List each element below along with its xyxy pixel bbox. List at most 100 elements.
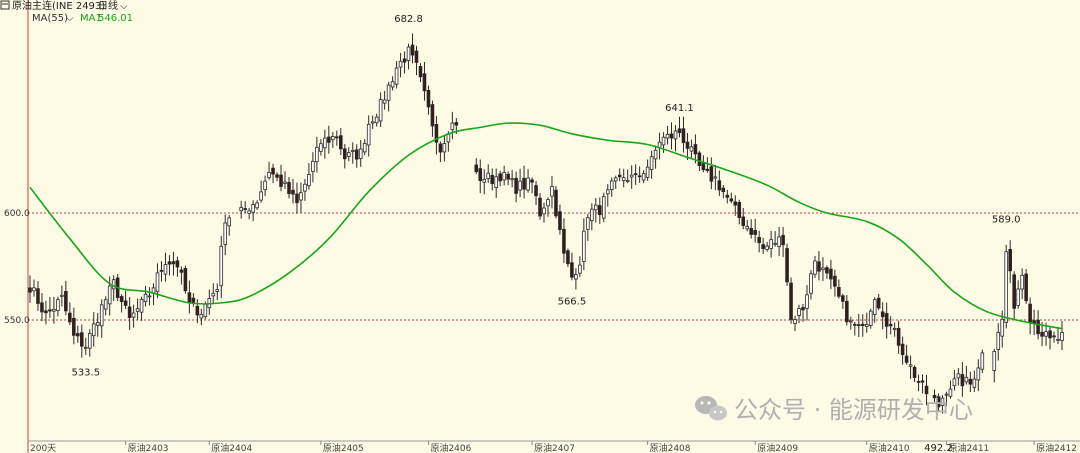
candle-down	[681, 128, 686, 144]
candle-up	[601, 196, 606, 219]
candle-up	[621, 177, 626, 181]
candle-down	[80, 332, 84, 347]
candle-down	[749, 228, 753, 235]
candle-down	[633, 173, 638, 176]
candle-up	[111, 279, 116, 290]
candle-up	[219, 245, 224, 287]
candle-down	[1048, 330, 1052, 339]
candle-up	[87, 332, 92, 349]
candle-up	[1056, 338, 1060, 341]
candle-up	[398, 60, 403, 68]
candle-down	[434, 124, 439, 143]
candle-down	[430, 104, 435, 127]
window-menu-icon[interactable]	[0, 0, 10, 10]
candle-down	[781, 234, 785, 246]
candle-down	[1052, 335, 1056, 338]
candle-down	[183, 268, 188, 292]
candle-up	[143, 293, 148, 303]
x-tick-label: 原油2404	[211, 442, 252, 453]
candle-down	[1008, 249, 1012, 272]
candle-down	[291, 189, 295, 195]
candle-up	[1044, 331, 1048, 337]
candle-up	[1000, 318, 1005, 337]
candle-up	[255, 202, 259, 209]
candle-down	[884, 313, 889, 327]
candle-down	[159, 269, 164, 272]
candle-down	[335, 136, 339, 139]
candle-up	[813, 260, 817, 275]
candle-down	[701, 163, 706, 171]
candle-down	[737, 201, 742, 218]
candle-down	[936, 396, 941, 408]
candle-up	[609, 180, 614, 190]
candle-up	[745, 226, 750, 230]
period-selector[interactable]: 日线	[98, 0, 118, 12]
x-tick-label: 原油2411	[948, 442, 989, 453]
candle-down	[498, 173, 502, 182]
candle-up	[406, 46, 411, 61]
candle-up	[948, 388, 953, 397]
candle-down	[960, 374, 965, 387]
candle-down	[478, 168, 483, 181]
candle-down	[187, 292, 192, 303]
candle-up	[526, 177, 530, 191]
candle-up	[980, 352, 985, 370]
candle-up	[378, 99, 383, 122]
x-tick-label: 原油2409	[757, 442, 798, 453]
candle-up	[765, 245, 769, 250]
candle-up	[239, 207, 243, 212]
candle-up	[370, 121, 375, 124]
ma-dropdown-icon[interactable]: ⌵	[66, 13, 74, 24]
candle-up	[442, 143, 447, 153]
candle-down	[562, 228, 566, 254]
candle-down	[856, 324, 861, 327]
candle-down	[733, 201, 738, 206]
candle-up	[578, 264, 582, 274]
candle-down	[741, 216, 746, 226]
period-dropdown-icon[interactable]: ⌵	[120, 1, 128, 12]
candle-down	[68, 312, 72, 323]
candle-up	[263, 180, 267, 191]
candle-up	[95, 322, 100, 326]
candle-down	[530, 179, 534, 183]
candle-up	[996, 331, 1001, 350]
candle-up	[689, 146, 694, 152]
candle-down	[597, 205, 602, 216]
candle-up	[131, 312, 136, 318]
candle-down	[438, 143, 443, 153]
candle-up	[940, 397, 945, 406]
candle-up	[331, 136, 335, 141]
candle-up	[625, 180, 630, 182]
x-tick-label: 原油2405	[323, 442, 364, 453]
candle-down	[566, 250, 570, 265]
candle-down	[876, 297, 881, 309]
candle-up	[91, 323, 96, 337]
candle-up	[976, 367, 981, 381]
candle-up	[251, 204, 255, 213]
candle-down	[801, 307, 805, 311]
ma-indicator-label[interactable]: MA(55)	[32, 13, 68, 24]
candle-up	[805, 294, 809, 309]
candle-down	[729, 198, 734, 202]
candle-down	[912, 366, 917, 378]
candle-down	[904, 355, 909, 363]
wechat-icon	[695, 396, 727, 421]
candle-up	[203, 303, 208, 318]
candle-up	[542, 207, 546, 215]
candle-down	[888, 323, 893, 327]
candle-up	[211, 292, 216, 297]
candle-down	[785, 248, 789, 283]
candle-down	[753, 229, 757, 235]
candle-up	[227, 217, 232, 227]
candle-down	[845, 300, 849, 323]
candle-down	[617, 174, 622, 178]
candle-up	[215, 289, 220, 292]
candle-up	[386, 84, 391, 101]
candle-up	[450, 122, 455, 131]
candle-down	[243, 208, 247, 210]
candle-down	[339, 135, 343, 150]
price-annotation: 641.1	[665, 103, 694, 114]
candle-down	[426, 89, 431, 108]
candle-down	[127, 306, 132, 318]
